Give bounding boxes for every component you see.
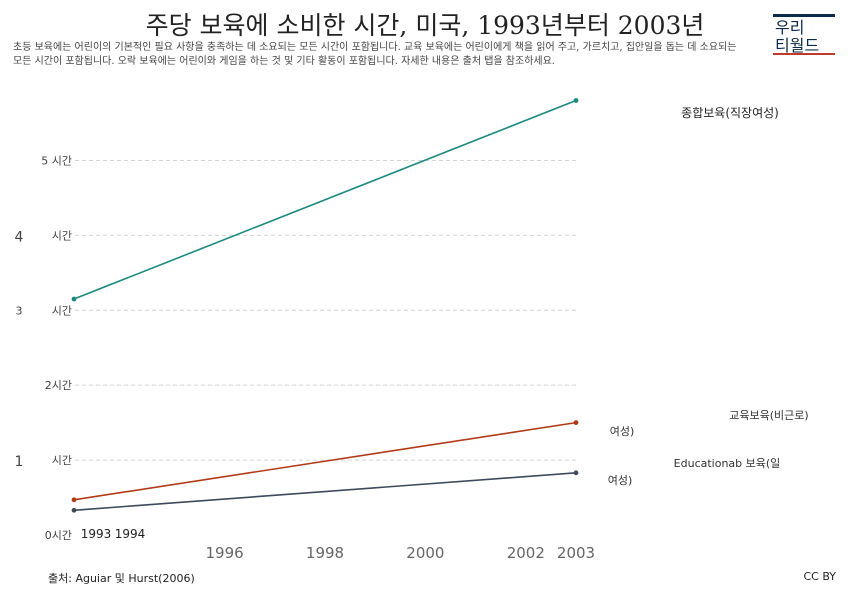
y-tick-prefix: 4 (15, 229, 24, 245)
x-tick-label: 2002 (507, 544, 545, 562)
series-point (573, 98, 579, 103)
y-tick-label: 5 시간 (41, 154, 72, 167)
gridlines (75, 159, 578, 461)
series-label: 종합보육(직장여성) (681, 106, 779, 120)
series-line (73, 421, 577, 501)
x-tick-label: 2003 (557, 544, 595, 562)
logo-line-2: 티월드 (775, 36, 820, 55)
x-tick-label-small: 1993 (81, 527, 112, 541)
chart-title: 주당 보육에 소비한 시간, 미국, 1993년부터 2003년 (145, 11, 705, 40)
logo-text: 우리 티월드 (775, 19, 819, 55)
series-point (573, 470, 579, 476)
logo-red-bar (773, 53, 835, 55)
logo-top-bar (773, 14, 835, 17)
series-line (73, 99, 577, 300)
y-tick-label: 시간 (52, 229, 72, 242)
x-tick-label: 1998 (306, 544, 344, 562)
license-link[interactable]: CC BY (803, 570, 836, 583)
series-line (73, 472, 577, 512)
y-tick-label: 0시간 (45, 529, 72, 542)
series-point (71, 497, 77, 503)
series-point (71, 507, 77, 513)
y-tick-prefix: 3 (16, 304, 23, 317)
chart-subtitle: 초등 보육에는 어린이의 기본적인 필요 사항을 충족하는 데 소요되는 모든 … (13, 42, 737, 67)
series-point (71, 296, 77, 302)
series-label: Educationab 보육(일 여성) (608, 456, 781, 487)
series-point (573, 420, 579, 426)
series-label: 교육보육(비근로) 여성) (610, 409, 809, 438)
x-axis: 1996 1998 2000 2002 2003 1993 1994 (81, 527, 595, 562)
y-tick-label: 2시간 (45, 379, 72, 392)
source-link[interactable]: 출처: Aguiar 및 Hurst(2006) (48, 572, 195, 585)
series-labels: 종합보육(직장여성) 교육보육(비근로) 여성) Educationab 보육(일 여성… (608, 106, 809, 487)
y-tick-prefix: 1 (15, 454, 24, 470)
x-tick-label: 1996 (206, 544, 244, 562)
x-tick-label: 2000 (406, 544, 444, 562)
logo-line-1: 우리 (775, 18, 805, 37)
y-tick-label: 시간 (52, 304, 72, 317)
series-group (71, 98, 579, 513)
y-tick-label: 시간 (52, 454, 72, 467)
x-tick-label-small: 1994 (115, 527, 146, 541)
logo[interactable]: 우리 티월드 (773, 12, 835, 58)
